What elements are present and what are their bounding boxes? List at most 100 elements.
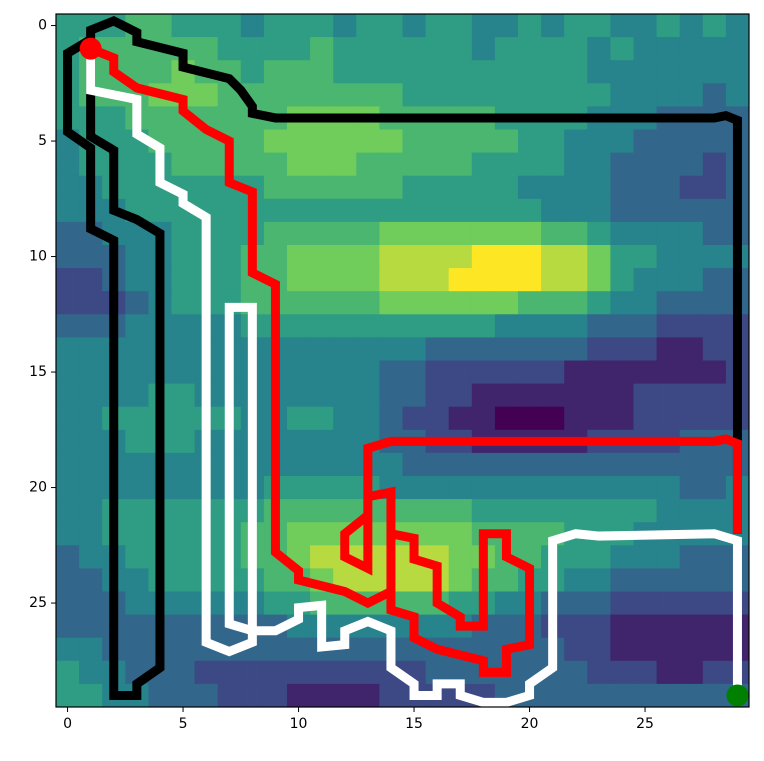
- heatmap-cell: [679, 221, 704, 246]
- heatmap-cell: [448, 383, 473, 408]
- heatmap-cell: [518, 83, 542, 107]
- heatmap-cell: [494, 499, 519, 523]
- heatmap-cell: [79, 360, 103, 385]
- heatmap-cell: [518, 406, 542, 431]
- heatmap-cell: [564, 175, 588, 200]
- x-tick-label: 5: [179, 716, 188, 732]
- heatmap-cell: [356, 637, 380, 662]
- heatmap-cell: [263, 83, 288, 107]
- heatmap-cell: [587, 60, 611, 84]
- x-tick-label: 10: [290, 716, 308, 732]
- heatmap-cell: [656, 591, 681, 616]
- heatmap-cell: [494, 476, 519, 500]
- heatmap-cell: [310, 337, 334, 361]
- heatmap-cell: [679, 152, 704, 177]
- heatmap-cell: [125, 452, 149, 477]
- heatmap-cell: [217, 268, 242, 292]
- heatmap-cell: [425, 660, 450, 685]
- heatmap-cell: [564, 129, 588, 154]
- heatmap-cell: [541, 360, 565, 385]
- heatmap-cell: [471, 152, 496, 177]
- heatmap-cell: [263, 221, 288, 246]
- heatmap-cell: [125, 314, 149, 338]
- heatmap-cell: [102, 106, 126, 130]
- heatmap-cell: [702, 637, 727, 662]
- heatmap-cell: [79, 637, 103, 662]
- heatmap-cell: [541, 499, 565, 523]
- heatmap-cell: [702, 60, 727, 84]
- heatmap-cell: [518, 268, 542, 292]
- heatmap-cell: [679, 383, 704, 408]
- heatmap-cell: [79, 522, 103, 546]
- heatmap-cell: [633, 637, 658, 662]
- heatmap-cell: [333, 337, 357, 361]
- heatmap-cell: [587, 152, 611, 177]
- heatmap-cell: [448, 499, 473, 523]
- heatmap-cell: [587, 683, 611, 707]
- heatmap-cell: [448, 360, 473, 385]
- heatmap-cell: [471, 175, 496, 200]
- heatmap-cell: [56, 198, 80, 223]
- heatmap-cell: [610, 591, 634, 616]
- heatmap-cell: [171, 221, 196, 246]
- heatmap-cell: [402, 499, 427, 523]
- heatmap-cell: [333, 383, 357, 408]
- heatmap-cell: [564, 60, 588, 84]
- heatmap-cell: [610, 175, 634, 200]
- heatmap-cell: [610, 291, 634, 315]
- heatmap-cell: [702, 568, 727, 592]
- heatmap-cell: [379, 268, 403, 292]
- heatmap-cell: [448, 452, 473, 477]
- heatmap-cell: [402, 268, 427, 292]
- heatmap-cell: [471, 314, 496, 338]
- heatmap-cell: [610, 129, 634, 154]
- heatmap-cell: [171, 314, 196, 338]
- heatmap-cell: [633, 545, 658, 569]
- heatmap-cell: [217, 660, 242, 685]
- heatmap-cell: [679, 499, 704, 523]
- heatmap-cell: [448, 60, 473, 84]
- heatmap-cell: [471, 406, 496, 431]
- heatmap-cell: [79, 268, 103, 292]
- heatmap-cell: [425, 83, 450, 107]
- heatmap-cell: [125, 591, 149, 616]
- heatmap-cell: [425, 60, 450, 84]
- heatmap-cell: [494, 406, 519, 431]
- heatmap-cell: [217, 37, 242, 61]
- heatmap-cell: [125, 568, 149, 592]
- heatmap-cell: [633, 406, 658, 431]
- heatmap-cell: [171, 291, 196, 315]
- heatmap-cell: [587, 637, 611, 662]
- heatmap-cell: [633, 268, 658, 292]
- heatmap-cell: [79, 568, 103, 592]
- heatmap-cell: [494, 60, 519, 84]
- heatmap-cell: [702, 314, 727, 338]
- heatmap-cell: [702, 152, 727, 177]
- heatmap-cell: [356, 129, 380, 154]
- heatmap-cell: [148, 683, 172, 707]
- heatmap-cell: [356, 406, 380, 431]
- heatmap-cell: [494, 129, 519, 154]
- heatmap-cell: [333, 83, 357, 107]
- heatmap-cell: [587, 221, 611, 246]
- heatmap-cell: [656, 291, 681, 315]
- heatmap-cell: [310, 406, 334, 431]
- heatmap-cell: [79, 660, 103, 685]
- plot-frame: [55, 13, 750, 708]
- heatmap-cell: [587, 660, 611, 685]
- heatmap-cell: [79, 406, 103, 431]
- heatmap-cell: [564, 291, 588, 315]
- heatmap-cell: [587, 499, 611, 523]
- heatmap-cell: [333, 198, 357, 223]
- plot-area: [56, 14, 749, 707]
- heatmap-cell: [333, 476, 357, 500]
- heatmap-cell: [287, 337, 311, 361]
- heatmap-cell: [56, 175, 80, 200]
- heatmap-cell: [633, 129, 658, 154]
- heatmap-cell: [356, 383, 380, 408]
- heatmap-cell: [679, 268, 704, 292]
- heatmap-cell: [610, 337, 634, 361]
- heatmap-cell: [518, 60, 542, 84]
- heatmap-cell: [310, 245, 334, 269]
- heatmap-cell: [356, 14, 380, 38]
